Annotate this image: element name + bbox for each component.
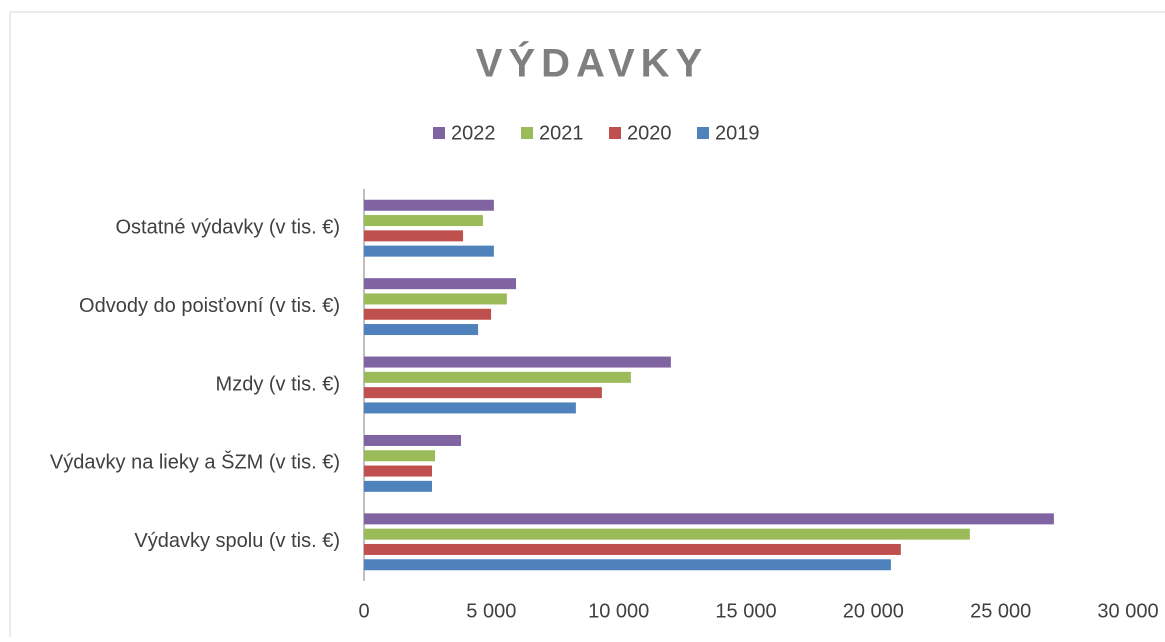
x-tick-label: 10 000 xyxy=(588,600,649,622)
bar xyxy=(364,559,891,571)
bar xyxy=(364,513,1054,525)
y-tick-label: Výdavky na lieky a ŠZM (v tis. €) xyxy=(50,451,340,474)
x-tick-label: 15 000 xyxy=(715,600,776,622)
y-tick-label: Odvody do poisťovní (v tis. €) xyxy=(79,295,340,317)
x-tick-label: 20 000 xyxy=(843,600,904,622)
bar xyxy=(364,230,464,242)
bar xyxy=(364,278,517,290)
x-tick-label: 30 000 xyxy=(1097,600,1158,622)
x-tick-label: 25 000 xyxy=(970,600,1031,622)
legend-swatch xyxy=(609,127,621,139)
x-tick-label: 5 000 xyxy=(466,600,516,622)
chart-title: VÝDAVKY xyxy=(476,40,708,86)
bar xyxy=(364,371,631,383)
legend-label: 2019 xyxy=(715,122,760,144)
y-tick-label: Mzdy (v tis. €) xyxy=(216,373,340,395)
bar xyxy=(364,324,479,336)
legend-label: 2021 xyxy=(539,122,584,144)
legend-label: 2020 xyxy=(627,122,672,144)
bar xyxy=(364,245,494,257)
bar xyxy=(364,543,901,555)
legend-swatch xyxy=(521,127,533,139)
bar xyxy=(364,434,462,446)
bar xyxy=(364,308,492,320)
bar xyxy=(364,199,494,211)
legend-swatch xyxy=(697,127,709,139)
bar xyxy=(364,450,436,462)
legend-label: 2022 xyxy=(451,122,496,144)
bar xyxy=(364,528,970,540)
bar xyxy=(364,387,602,399)
bar xyxy=(364,480,432,492)
legend-swatch xyxy=(433,127,445,139)
x-tick-label: 0 xyxy=(358,600,369,622)
bar xyxy=(364,293,507,305)
y-tick-label: Výdavky spolu (v tis. €) xyxy=(134,530,340,552)
bar xyxy=(364,215,483,227)
y-tick-label: Ostatné výdavky (v tis. €) xyxy=(115,216,340,238)
bar xyxy=(364,465,432,477)
bar xyxy=(364,402,576,414)
bar xyxy=(364,356,671,368)
